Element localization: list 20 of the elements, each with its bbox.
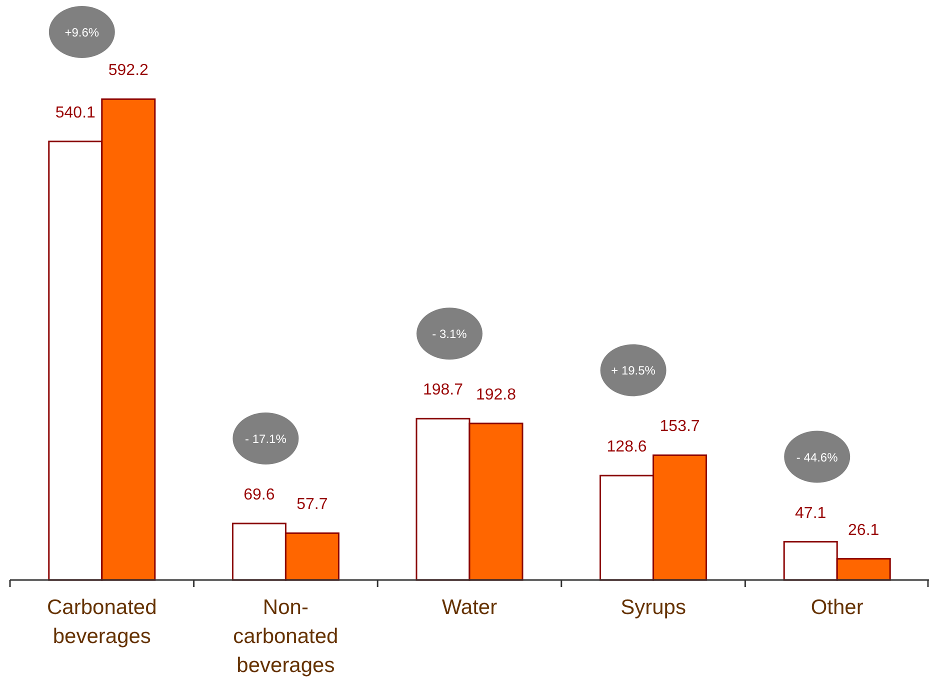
annotation: - 17.1% [245, 432, 287, 446]
x-tick-label: Other [810, 596, 864, 619]
annotation: - 44.6% [796, 450, 838, 464]
data-label: 128.6 [606, 438, 647, 456]
data-label: 592.2 [108, 62, 149, 80]
annotation: - 3.1% [432, 327, 468, 342]
data-label: 540.1 [55, 104, 96, 122]
data-label: 198.7 [422, 382, 464, 399]
data-label: 192.8 [476, 386, 516, 404]
data-label: 57.7 [296, 496, 328, 514]
data-label: 69.6 [244, 486, 275, 504]
data-label: 26.1 [848, 522, 880, 539]
x-tick-label: Non- carbonated beverages [233, 596, 338, 677]
annotation: + 19.5% [611, 364, 656, 378]
data-label: 47.1 [795, 504, 826, 522]
data-label: 153.7 [660, 418, 700, 436]
x-tick-label: Water [442, 596, 498, 619]
x-tick-label: Syrups [620, 596, 686, 619]
text: +9.6% [64, 26, 100, 40]
x-tick-label: Carbonated beverages [47, 596, 157, 648]
